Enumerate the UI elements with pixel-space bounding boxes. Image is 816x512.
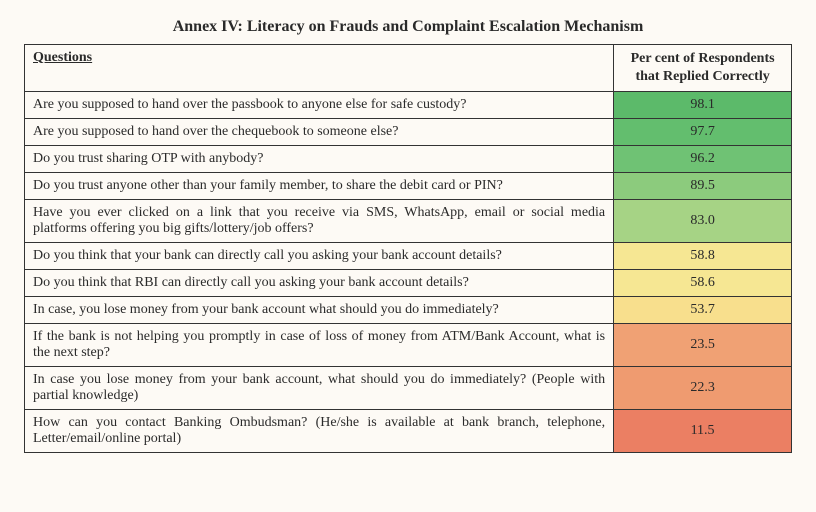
- question-cell: Do you think that your bank can directly…: [25, 243, 614, 270]
- percent-cell: 11.5: [614, 410, 792, 453]
- table-row: Do you trust anyone other than your fami…: [25, 173, 792, 200]
- table-row: If the bank is not helping you promptly …: [25, 324, 792, 367]
- question-cell: In case, you lose money from your bank a…: [25, 297, 614, 324]
- question-cell: Have you ever clicked on a link that you…: [25, 200, 614, 243]
- percent-cell: 22.3: [614, 367, 792, 410]
- table-row: Do you trust sharing OTP with anybody?96…: [25, 146, 792, 173]
- table-row: Do you think that your bank can directly…: [25, 243, 792, 270]
- table-row: Are you supposed to hand over the passbo…: [25, 92, 792, 119]
- table-row: In case you lose money from your bank ac…: [25, 367, 792, 410]
- question-cell: Do you trust sharing OTP with anybody?: [25, 146, 614, 173]
- percent-cell: 89.5: [614, 173, 792, 200]
- question-cell: In case you lose money from your bank ac…: [25, 367, 614, 410]
- percent-cell: 98.1: [614, 92, 792, 119]
- question-cell: How can you contact Banking Ombudsman? (…: [25, 410, 614, 453]
- percent-cell: 53.7: [614, 297, 792, 324]
- percent-cell: 58.6: [614, 270, 792, 297]
- question-cell: Do you trust anyone other than your fami…: [25, 173, 614, 200]
- col-header-questions: Questions: [25, 45, 614, 92]
- percent-cell: 23.5: [614, 324, 792, 367]
- table-row: Have you ever clicked on a link that you…: [25, 200, 792, 243]
- table-row: In case, you lose money from your bank a…: [25, 297, 792, 324]
- percent-cell: 97.7: [614, 119, 792, 146]
- table-row: How can you contact Banking Ombudsman? (…: [25, 410, 792, 453]
- question-cell: Are you supposed to hand over the passbo…: [25, 92, 614, 119]
- question-cell: Do you think that RBI can directly call …: [25, 270, 614, 297]
- annex-title: Annex IV: Literacy on Frauds and Complai…: [24, 18, 792, 36]
- question-cell: If the bank is not helping you promptly …: [25, 324, 614, 367]
- table-header-row: Questions Per cent of Respondents that R…: [25, 45, 792, 92]
- percent-cell: 96.2: [614, 146, 792, 173]
- table-row: Do you think that RBI can directly call …: [25, 270, 792, 297]
- table-row: Are you supposed to hand over the cheque…: [25, 119, 792, 146]
- percent-cell: 58.8: [614, 243, 792, 270]
- percent-cell: 83.0: [614, 200, 792, 243]
- question-cell: Are you supposed to hand over the cheque…: [25, 119, 614, 146]
- col-header-percent: Per cent of Respondents that Replied Cor…: [614, 45, 792, 92]
- annex-table: Questions Per cent of Respondents that R…: [24, 44, 792, 453]
